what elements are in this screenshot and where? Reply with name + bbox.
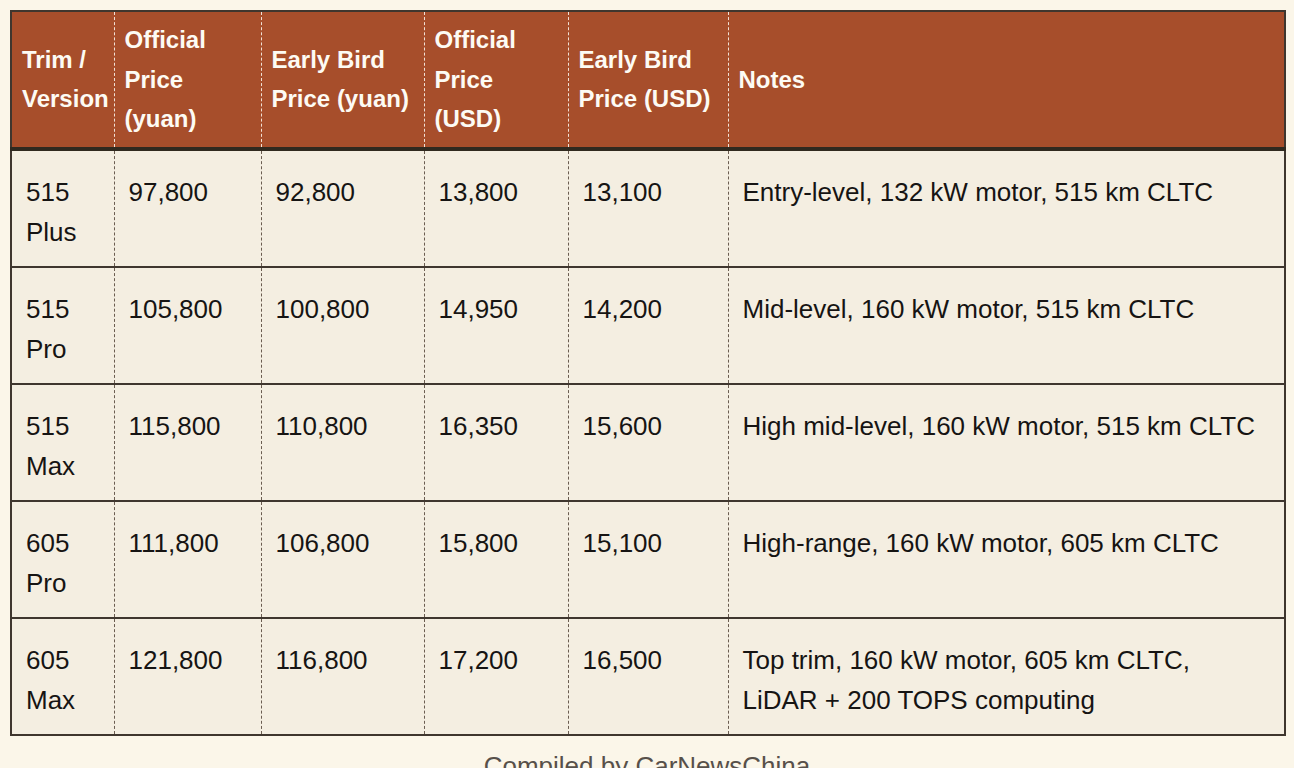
table-row: 515 Plus 97,800 92,800 13,800 13,100 Ent… [11,149,1285,267]
cell-trim: 515 Plus [11,149,114,267]
table-row: 605 Pro 111,800 106,800 15,800 15,100 Hi… [11,501,1285,618]
cell-early-bird-yuan: 106,800 [261,501,424,618]
table-row: 515 Max 115,800 110,800 16,350 15,600 Hi… [11,384,1285,501]
cell-early-bird-yuan: 110,800 [261,384,424,501]
table-row: 605 Max 121,800 116,800 17,200 16,500 To… [11,618,1285,735]
price-table: Trim / Version Official Price (yuan) Ear… [10,10,1286,736]
cell-notes: Entry-level, 132 kW motor, 515 km CLTC [728,149,1285,267]
cell-early-bird-usd: 16,500 [568,618,728,735]
cell-early-bird-usd: 13,100 [568,149,728,267]
cell-early-bird-yuan: 92,800 [261,149,424,267]
table-row: 515 Pro 105,800 100,800 14,950 14,200 Mi… [11,267,1285,384]
cell-official-yuan: 97,800 [114,149,261,267]
table-caption: Compiled by CarNewsChina [10,751,1284,768]
col-header-trim-version: Trim / Version [11,11,114,149]
cell-early-bird-yuan: 116,800 [261,618,424,735]
cell-trim: 605 Max [11,618,114,735]
cell-notes: Top trim, 160 kW motor, 605 km CLTC, LiD… [728,618,1285,735]
cell-official-yuan: 111,800 [114,501,261,618]
cell-official-usd: 15,800 [424,501,568,618]
cell-early-bird-yuan: 100,800 [261,267,424,384]
page: Trim / Version Official Price (yuan) Ear… [0,0,1294,768]
cell-official-yuan: 121,800 [114,618,261,735]
cell-early-bird-usd: 15,100 [568,501,728,618]
cell-trim: 605 Pro [11,501,114,618]
col-header-official-price-usd: Official Price (USD) [424,11,568,149]
cell-official-yuan: 115,800 [114,384,261,501]
cell-official-usd: 14,950 [424,267,568,384]
col-header-official-price-yuan: Official Price (yuan) [114,11,261,149]
cell-trim: 515 Max [11,384,114,501]
col-header-early-bird-price-usd: Early Bird Price (USD) [568,11,728,149]
cell-early-bird-usd: 15,600 [568,384,728,501]
cell-official-yuan: 105,800 [114,267,261,384]
header-row: Trim / Version Official Price (yuan) Ear… [11,11,1285,149]
col-header-notes: Notes [728,11,1285,149]
cell-official-usd: 17,200 [424,618,568,735]
cell-notes: High-range, 160 kW motor, 605 km CLTC [728,501,1285,618]
cell-official-usd: 16,350 [424,384,568,501]
cell-trim: 515 Pro [11,267,114,384]
cell-early-bird-usd: 14,200 [568,267,728,384]
cell-notes: High mid-level, 160 kW motor, 515 km CLT… [728,384,1285,501]
col-header-early-bird-price-yuan: Early Bird Price (yuan) [261,11,424,149]
cell-official-usd: 13,800 [424,149,568,267]
cell-notes: Mid-level, 160 kW motor, 515 km CLTC [728,267,1285,384]
